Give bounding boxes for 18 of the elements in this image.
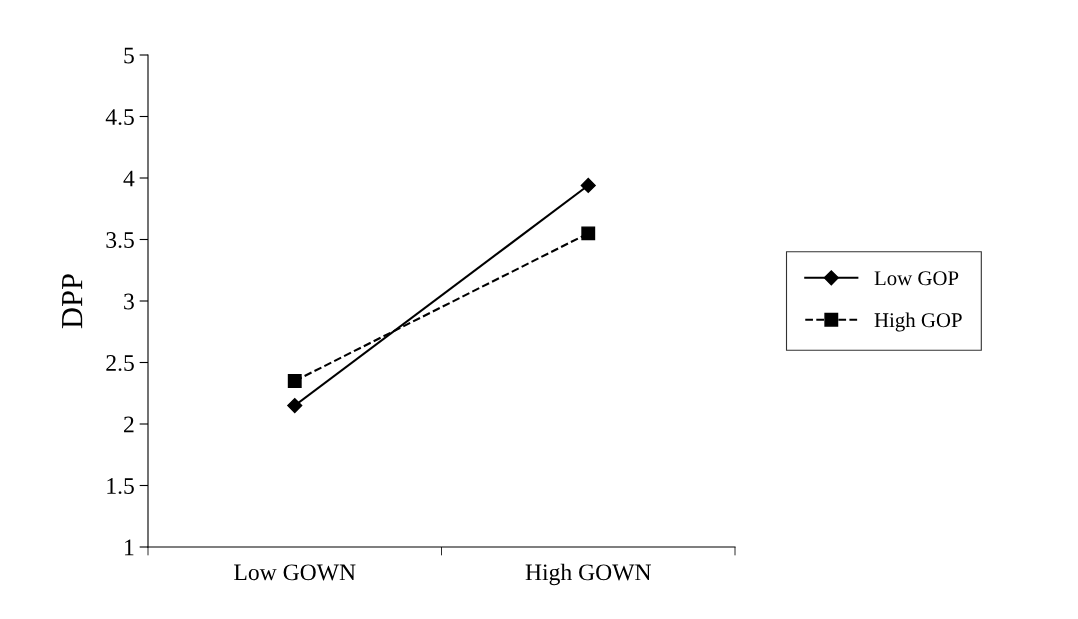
y-tick-label: 2.5	[106, 355, 134, 372]
legend-label: High GOP	[874, 312, 962, 332]
y-tick-label: 5	[124, 47, 134, 64]
y-tick-label: 3	[124, 293, 134, 310]
y-axis-title: DPP	[62, 274, 83, 329]
x-tick-label: High GOWN	[525, 563, 651, 586]
legend-label: Low GOP	[874, 271, 959, 286]
x-tick-label: Low GOWN	[234, 564, 356, 581]
point	[580, 177, 596, 193]
y-tick-label: 4	[123, 170, 135, 187]
point	[287, 374, 302, 388]
y-tick-label: 4.5	[105, 109, 134, 126]
point	[287, 397, 303, 414]
y-tick-label: 1.5	[107, 478, 134, 495]
y-tick-label: 2	[124, 416, 134, 433]
point	[581, 226, 596, 241]
y-tick-label: 1	[125, 539, 134, 556]
y-tick-label: 3.5	[106, 232, 134, 249]
